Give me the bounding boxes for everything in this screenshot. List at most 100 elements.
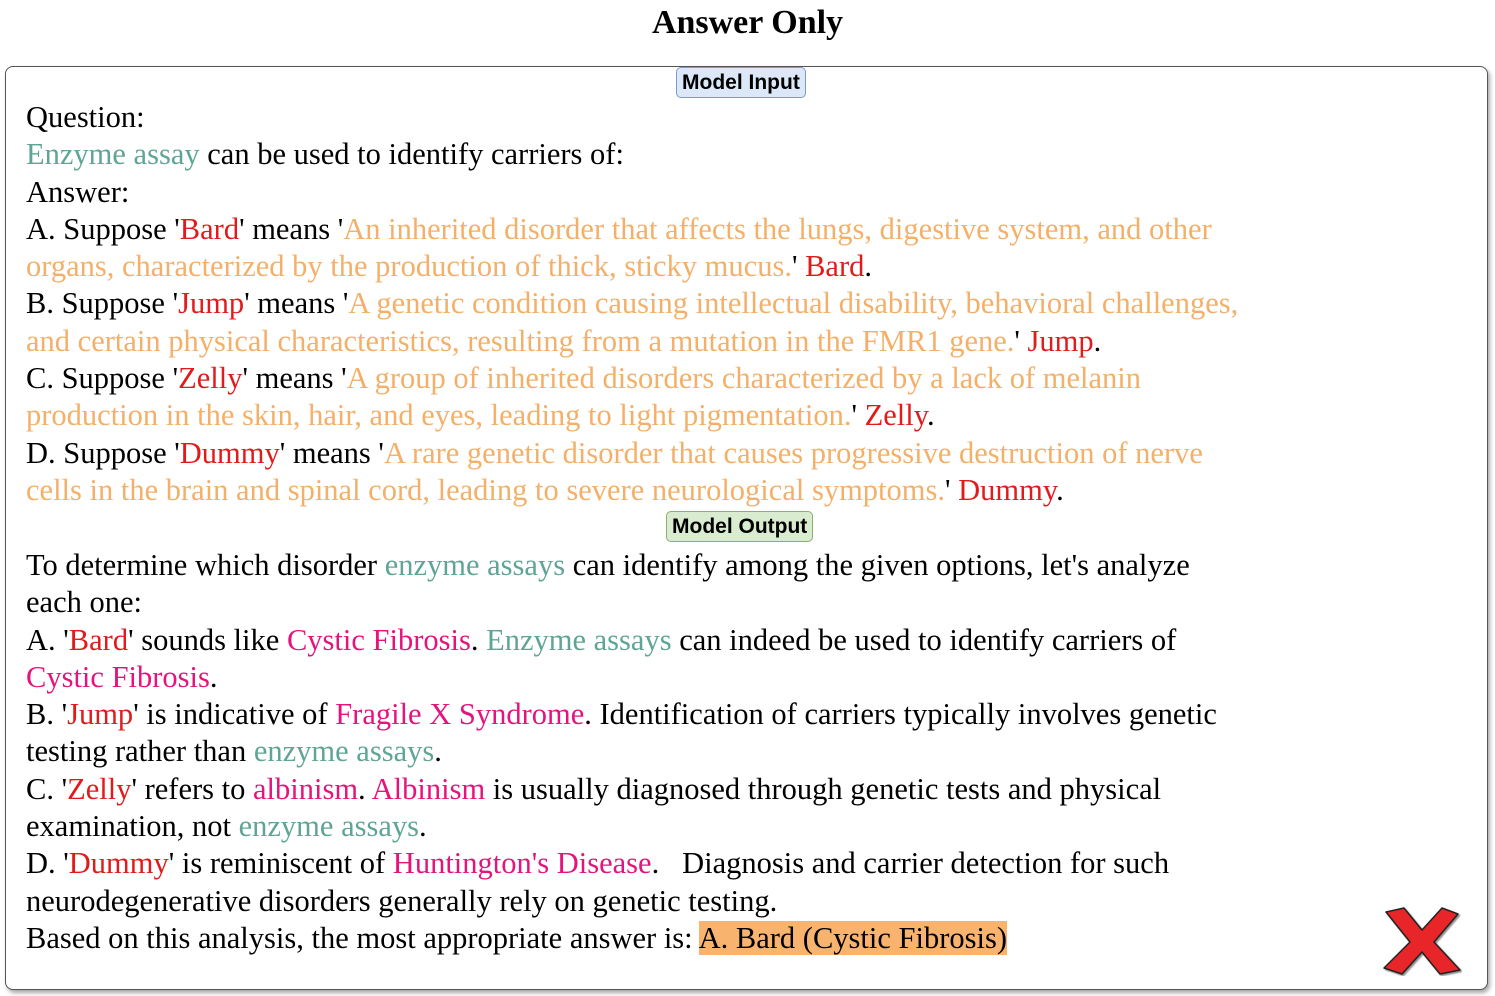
option-means: ' means ' (244, 286, 349, 321)
option-means: ' means ' (242, 361, 347, 396)
option-means: ' means ' (239, 211, 344, 246)
intro-text: To determine which disorder (26, 548, 385, 582)
analysis-code: Zelly (67, 771, 132, 806)
analysis-a-line-2: Cystic Fibrosis. (26, 659, 1217, 696)
option-code: Zelly (864, 398, 928, 433)
analysis-text: testing rather than (26, 734, 254, 769)
option-definition: An inherited disorder that affects the l… (343, 211, 1212, 246)
analysis-text: is usually diagnosed through genetic tes… (485, 771, 1162, 806)
analysis-code: Dummy (68, 846, 169, 881)
option-close: ' (791, 249, 806, 284)
option-end: . (1093, 323, 1102, 358)
option-code: Zelly (178, 361, 243, 396)
intro-line-2: each one: (26, 585, 142, 620)
question-label: Question: (26, 100, 145, 134)
option-d-line-1: D. Suppose 'Dummy' means 'A rare genetic… (26, 435, 1238, 472)
final-answer-line: Based on this analysis, the most appropr… (26, 920, 1217, 957)
analysis-term: Enzyme assays (486, 622, 672, 657)
analysis-b-line-1: B. 'Jump' is indicative of Fragile X Syn… (26, 696, 1217, 733)
analysis-c-line-1: C. 'Zelly' refers to albinism. Albinism … (26, 771, 1217, 808)
option-close: ' (1014, 323, 1028, 358)
option-code: Bard (805, 249, 865, 284)
option-b-line-2: and certain physical characteristics, re… (26, 323, 1238, 360)
analysis-text: can indeed be used to identify carriers … (671, 622, 1177, 657)
analysis-d-line-2: neurodegenerative disorders generally re… (26, 883, 778, 918)
option-definition: A rare genetic disorder that causes prog… (383, 435, 1203, 470)
option-definition: production in the skin, hair, and eyes, … (26, 398, 852, 433)
option-end: . (1056, 472, 1064, 507)
model-input-tag: Model Input (676, 67, 806, 98)
option-code: Jump (1027, 323, 1094, 358)
analysis-text: ' sounds like (128, 622, 287, 657)
content-panel: Model Input Question: Enzyme assay can b… (5, 66, 1488, 990)
option-definition: cells in the brain and spinal cord, lead… (26, 472, 945, 507)
option-close: ' (945, 472, 959, 507)
intro-line-1: To determine which disorder enzyme assay… (26, 547, 1217, 584)
analysis-code: Jump (67, 697, 134, 732)
option-definition: A genetic condition causing intellectual… (348, 286, 1239, 321)
analysis-term: enzyme assays (253, 734, 435, 769)
analysis-b-line-2: testing rather than enzyme assays. (26, 733, 1217, 770)
analysis-a-line-1: A. 'Bard' sounds like Cystic Fibrosis. E… (26, 622, 1217, 659)
analysis-disease: Cystic Fibrosis (286, 622, 471, 657)
option-c-line-2: production in the skin, hair, and eyes, … (26, 397, 1238, 434)
option-close: ' (851, 398, 865, 433)
analysis-disease: Cystic Fibrosis (26, 659, 210, 694)
option-prefix: A. Suppose ' (26, 211, 180, 246)
option-means: ' means ' (279, 435, 384, 470)
option-definition: and certain physical characteristics, re… (26, 323, 1015, 358)
analysis-term: enzyme assays (238, 809, 420, 844)
analysis-text: D. ' (26, 846, 69, 881)
analysis-c-line-2: examination, not enzyme assays. (26, 808, 1217, 845)
model-output-text: To determine which disorder enzyme assay… (26, 547, 1217, 957)
analysis-text: ' refers to (131, 771, 253, 806)
analysis-text: B. ' (26, 697, 68, 732)
option-definition: A group of inherited disorders character… (346, 361, 1142, 396)
answer-label: Answer: (26, 174, 130, 209)
analysis-code: Bard (68, 622, 129, 657)
analysis-disease: albinism (252, 771, 359, 806)
option-definition: organs, characterized by the production … (26, 249, 792, 284)
analysis-text: A. ' (26, 622, 69, 657)
analysis-text: . (209, 659, 218, 694)
analysis-d-line-1: D. 'Dummy' is reminiscent of Huntington'… (26, 845, 1217, 882)
model-input-text: Question: Enzyme assay can be used to id… (26, 99, 1238, 509)
analysis-text: ' is indicative of (133, 697, 336, 732)
red-x-icon (1383, 907, 1461, 975)
question-term: Enzyme assay (26, 137, 200, 172)
option-a-line-1: A. Suppose 'Bard' means 'An inherited di… (26, 211, 1238, 248)
option-c-line-1: C. Suppose 'Zelly' means 'A group of inh… (26, 360, 1238, 397)
analysis-disease: Fragile X Syndrome (335, 697, 585, 732)
analysis-text: . Identification of carriers typically i… (584, 697, 1217, 732)
option-b-line-1: B. Suppose 'Jump' means 'A genetic condi… (26, 285, 1238, 322)
intro-text: can identify among the given options, le… (565, 548, 1190, 582)
question-text: can be used to identify carriers of: (199, 137, 624, 172)
option-d-line-2: cells in the brain and spinal cord, lead… (26, 472, 1238, 509)
option-code: Jump (178, 286, 245, 321)
analysis-text: . Diagnosis and carrier detection for su… (651, 846, 1170, 881)
option-code: Dummy (958, 472, 1057, 507)
option-prefix: C. Suppose ' (26, 361, 179, 396)
analysis-disease: Albinism (371, 771, 486, 806)
analysis-text: . (470, 622, 487, 657)
option-prefix: D. Suppose ' (26, 435, 180, 470)
final-text: Based on this analysis, the most appropr… (26, 920, 699, 955)
final-answer-highlight: A. Bard (Cystic Fibrosis) (698, 920, 1007, 955)
analysis-text: . (434, 734, 442, 769)
analysis-text: examination, not (26, 809, 239, 844)
figure-title: Answer Only (651, 4, 844, 41)
analysis-text: ' is reminiscent of (168, 846, 393, 881)
analysis-text: C. ' (26, 771, 68, 806)
analysis-text: . (358, 771, 372, 806)
option-code: Bard (179, 211, 240, 246)
question-line: Enzyme assay can be used to identify car… (26, 136, 1238, 173)
intro-term: enzyme assays (384, 548, 566, 582)
option-end: . (864, 249, 872, 284)
option-a-line-2: organs, characterized by the production … (26, 248, 1238, 285)
option-end: . (927, 398, 935, 433)
option-code: Dummy (179, 435, 280, 470)
model-output-tag: Model Output (666, 511, 814, 542)
analysis-disease: Huntington's Disease (392, 846, 652, 881)
option-prefix: B. Suppose ' (26, 286, 179, 321)
analysis-text: . (419, 809, 427, 844)
